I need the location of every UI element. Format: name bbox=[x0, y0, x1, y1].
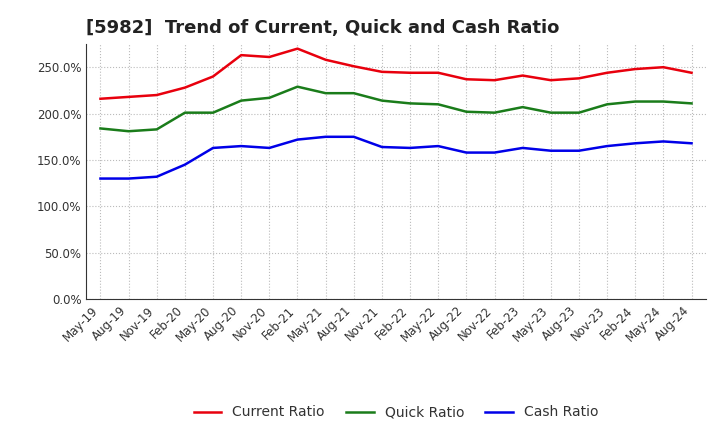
Cash Ratio bbox=[349, 134, 358, 139]
Cash Ratio bbox=[153, 174, 161, 180]
Current Ratio bbox=[490, 77, 499, 83]
Current Ratio bbox=[181, 85, 189, 90]
Legend: Current Ratio, Quick Ratio, Cash Ratio: Current Ratio, Quick Ratio, Cash Ratio bbox=[188, 400, 604, 425]
Cash Ratio bbox=[96, 176, 105, 181]
Current Ratio bbox=[631, 66, 639, 72]
Quick Ratio bbox=[631, 99, 639, 104]
Current Ratio bbox=[265, 55, 274, 60]
Current Ratio bbox=[518, 73, 527, 78]
Cash Ratio bbox=[293, 137, 302, 142]
Cash Ratio bbox=[406, 145, 415, 150]
Cash Ratio bbox=[490, 150, 499, 155]
Cash Ratio bbox=[462, 150, 471, 155]
Quick Ratio bbox=[377, 98, 386, 103]
Quick Ratio bbox=[490, 110, 499, 115]
Quick Ratio bbox=[209, 110, 217, 115]
Quick Ratio bbox=[96, 126, 105, 131]
Current Ratio bbox=[209, 74, 217, 79]
Quick Ratio bbox=[687, 101, 696, 106]
Cash Ratio bbox=[265, 145, 274, 150]
Current Ratio bbox=[96, 96, 105, 101]
Quick Ratio bbox=[321, 91, 330, 96]
Cash Ratio bbox=[377, 144, 386, 150]
Current Ratio bbox=[546, 77, 555, 83]
Current Ratio bbox=[575, 76, 583, 81]
Line: Current Ratio: Current Ratio bbox=[101, 49, 691, 99]
Cash Ratio bbox=[687, 141, 696, 146]
Quick Ratio bbox=[265, 95, 274, 100]
Text: [5982]  Trend of Current, Quick and Cash Ratio: [5982] Trend of Current, Quick and Cash … bbox=[86, 19, 559, 37]
Quick Ratio bbox=[603, 102, 611, 107]
Current Ratio bbox=[153, 92, 161, 98]
Current Ratio bbox=[406, 70, 415, 75]
Cash Ratio bbox=[603, 143, 611, 149]
Current Ratio bbox=[349, 64, 358, 69]
Current Ratio bbox=[237, 52, 246, 58]
Quick Ratio bbox=[518, 104, 527, 110]
Quick Ratio bbox=[462, 109, 471, 114]
Cash Ratio bbox=[237, 143, 246, 149]
Current Ratio bbox=[603, 70, 611, 75]
Quick Ratio bbox=[237, 98, 246, 103]
Current Ratio bbox=[293, 46, 302, 51]
Quick Ratio bbox=[153, 127, 161, 132]
Current Ratio bbox=[687, 70, 696, 75]
Quick Ratio bbox=[575, 110, 583, 115]
Current Ratio bbox=[321, 57, 330, 62]
Cash Ratio bbox=[434, 143, 443, 149]
Line: Cash Ratio: Cash Ratio bbox=[101, 137, 691, 179]
Cash Ratio bbox=[209, 145, 217, 150]
Current Ratio bbox=[125, 94, 133, 99]
Quick Ratio bbox=[181, 110, 189, 115]
Quick Ratio bbox=[349, 91, 358, 96]
Cash Ratio bbox=[631, 141, 639, 146]
Quick Ratio bbox=[659, 99, 667, 104]
Cash Ratio bbox=[546, 148, 555, 154]
Cash Ratio bbox=[575, 148, 583, 154]
Cash Ratio bbox=[181, 162, 189, 167]
Quick Ratio bbox=[406, 101, 415, 106]
Cash Ratio bbox=[321, 134, 330, 139]
Current Ratio bbox=[659, 65, 667, 70]
Line: Quick Ratio: Quick Ratio bbox=[101, 87, 691, 131]
Quick Ratio bbox=[434, 102, 443, 107]
Current Ratio bbox=[462, 77, 471, 82]
Cash Ratio bbox=[659, 139, 667, 144]
Quick Ratio bbox=[293, 84, 302, 89]
Cash Ratio bbox=[125, 176, 133, 181]
Cash Ratio bbox=[518, 145, 527, 150]
Quick Ratio bbox=[125, 128, 133, 134]
Current Ratio bbox=[434, 70, 443, 75]
Current Ratio bbox=[377, 69, 386, 74]
Quick Ratio bbox=[546, 110, 555, 115]
